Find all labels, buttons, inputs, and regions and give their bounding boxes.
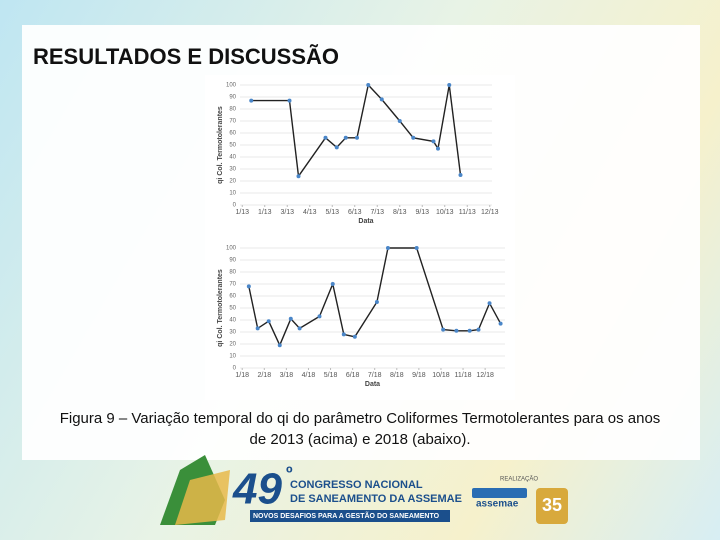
data-point bbox=[297, 326, 302, 331]
data-point bbox=[458, 173, 463, 177]
x-tick-label: 7/13 bbox=[370, 209, 384, 216]
data-point bbox=[317, 314, 322, 319]
slide-title: RESULTADOS E DISCUSSÃO bbox=[33, 44, 339, 69]
y-tick-label: 50 bbox=[229, 306, 236, 312]
y-tick-label: 100 bbox=[226, 246, 237, 252]
x-axis-label: Data bbox=[358, 218, 373, 225]
x-tick-label: 5/13 bbox=[325, 209, 339, 216]
data-point bbox=[374, 300, 379, 304]
chart-background bbox=[205, 75, 515, 400]
x-tick-label: 8/13 bbox=[393, 209, 407, 216]
data-point bbox=[476, 327, 481, 332]
x-tick-label: 4/18 bbox=[302, 372, 316, 379]
y-tick-label: 80 bbox=[229, 270, 236, 276]
data-point bbox=[330, 282, 335, 286]
data-point bbox=[266, 319, 271, 324]
y-tick-label: 10 bbox=[229, 191, 236, 197]
data-point bbox=[343, 135, 348, 140]
y-axis-label: qi Col. Termotolerantes bbox=[217, 269, 224, 347]
data-point bbox=[414, 246, 419, 250]
data-point bbox=[334, 145, 339, 150]
y-tick-label: 50 bbox=[229, 143, 236, 149]
y-tick-label: 70 bbox=[229, 119, 236, 125]
x-tick-label: 12/13 bbox=[481, 209, 499, 216]
data-point bbox=[341, 332, 346, 337]
data-point bbox=[288, 316, 293, 321]
data-point bbox=[277, 343, 282, 348]
y-tick-label: 40 bbox=[229, 155, 236, 161]
data-point bbox=[436, 146, 440, 151]
data-point bbox=[323, 135, 328, 140]
data-point bbox=[296, 174, 301, 179]
x-tick-label: 2/18 bbox=[257, 372, 271, 379]
data-point bbox=[447, 83, 452, 87]
x-tick-label: 11/13 bbox=[459, 209, 476, 216]
x-axis-label: Data bbox=[365, 381, 380, 388]
data-point bbox=[255, 326, 260, 331]
y-tick-label: 90 bbox=[229, 258, 236, 264]
x-tick-label: 1/13 bbox=[258, 209, 272, 216]
x-tick-label: 7/18 bbox=[368, 372, 382, 379]
y-tick-label: 0 bbox=[233, 366, 237, 372]
data-point bbox=[441, 327, 446, 332]
x-tick-label: 1/13 bbox=[235, 209, 249, 216]
y-tick-label: 30 bbox=[229, 167, 236, 173]
x-tick-label: 4/13 bbox=[303, 209, 317, 216]
x-tick-label: 3/13 bbox=[280, 209, 294, 216]
y-tick-label: 10 bbox=[229, 354, 236, 360]
y-tick-label: 90 bbox=[229, 95, 236, 101]
data-point bbox=[411, 135, 416, 140]
figure-caption: Figura 9 – Variação temporal do qi do pa… bbox=[59, 410, 661, 448]
y-tick-label: 20 bbox=[229, 342, 236, 348]
y-tick-label: 40 bbox=[229, 318, 236, 324]
data-point bbox=[379, 97, 384, 102]
x-tick-label: 9/13 bbox=[415, 209, 429, 216]
y-tick-label: 80 bbox=[229, 107, 236, 113]
y-tick-label: 100 bbox=[226, 83, 237, 89]
x-tick-label: 5/18 bbox=[324, 372, 338, 379]
y-tick-label: 20 bbox=[229, 179, 236, 185]
data-point bbox=[467, 328, 472, 333]
data-point bbox=[431, 139, 436, 144]
y-tick-label: 60 bbox=[229, 294, 236, 300]
data-point bbox=[385, 246, 390, 250]
x-tick-label: 12/18 bbox=[476, 372, 494, 379]
x-tick-label: 9/18 bbox=[412, 372, 426, 379]
data-point bbox=[366, 83, 371, 87]
data-point bbox=[498, 321, 503, 326]
data-point bbox=[355, 135, 359, 140]
data-point bbox=[287, 98, 292, 103]
x-tick-label: 8/18 bbox=[390, 372, 404, 379]
y-tick-label: 0 bbox=[233, 203, 237, 209]
x-tick-label: 6/13 bbox=[348, 209, 362, 216]
data-point bbox=[397, 119, 402, 123]
y-axis-label: qi Col. Termotolerantes bbox=[217, 106, 224, 184]
data-point bbox=[487, 301, 492, 306]
x-tick-label: 3/18 bbox=[280, 372, 294, 379]
data-point bbox=[454, 328, 459, 333]
x-tick-label: 10/18 bbox=[432, 372, 450, 379]
x-tick-label: 10/13 bbox=[436, 209, 454, 216]
x-tick-label: 1/18 bbox=[235, 372, 249, 379]
y-tick-label: 30 bbox=[229, 330, 236, 336]
y-tick-label: 70 bbox=[229, 282, 236, 288]
data-point bbox=[352, 334, 357, 339]
y-tick-label: 60 bbox=[229, 131, 236, 137]
data-point bbox=[246, 284, 251, 289]
x-tick-label: 11/18 bbox=[455, 372, 472, 379]
x-tick-label: 6/18 bbox=[346, 372, 360, 379]
data-point bbox=[249, 98, 254, 103]
